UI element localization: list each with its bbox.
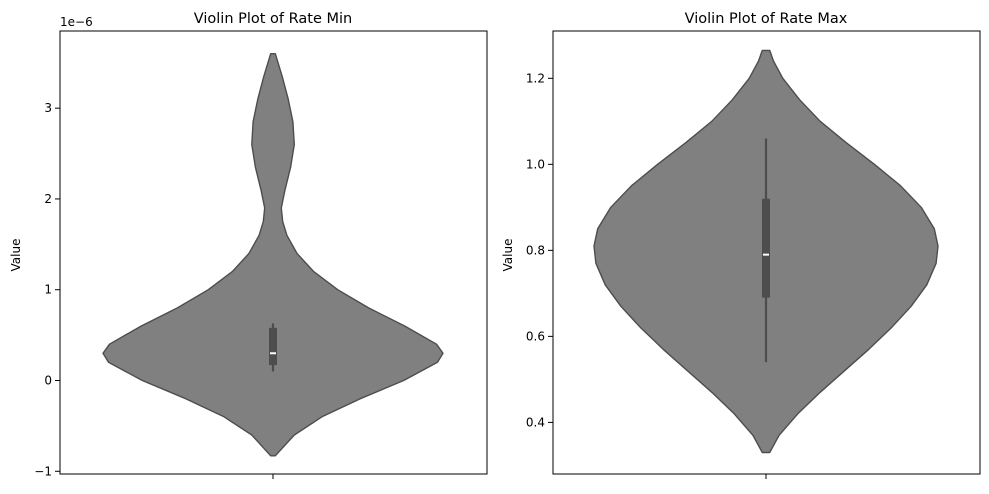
violin-panel-rate-min: Violin Plot of Rate Min Value 1e−6 −1 0 1 2… — [9, 11, 488, 479]
y-tick-label: 1 — [44, 283, 52, 297]
y-tick-label: 3 — [44, 101, 52, 115]
y-tick-label: 0 — [44, 373, 52, 387]
chart-title: Violin Plot of Rate Min — [194, 11, 352, 27]
y-axis-offset-text: 1e−6 — [60, 15, 93, 29]
y-tick-label: 1.0 — [526, 157, 545, 171]
y-axis-label: Value — [9, 239, 23, 272]
iqr-box — [762, 198, 770, 298]
y-tick-label: −1 — [34, 464, 52, 478]
y-tick-label: 0.6 — [526, 329, 545, 343]
y-axis-ticks: −1 0 1 2 3 — [34, 101, 60, 478]
y-tick-label: 2 — [44, 192, 52, 206]
violin-body — [102, 53, 444, 457]
violin-shape — [102, 53, 444, 457]
y-axis-ticks: 0.4 0.6 0.8 1.0 1.2 — [526, 71, 553, 429]
y-axis-label: Value — [501, 239, 515, 272]
iqr-box — [269, 327, 277, 366]
y-tick-label: 0.4 — [526, 415, 545, 429]
violin-inner-box — [762, 138, 770, 363]
violin-inner-box — [269, 323, 277, 372]
violin-panel-rate-max: Violin Plot of Rate Max Value 0.4 0.6 0.8 1… — [501, 11, 981, 479]
y-tick-label: 0.8 — [526, 243, 545, 257]
chart-title: Violin Plot of Rate Max — [685, 11, 848, 27]
y-tick-label: 1.2 — [526, 71, 545, 85]
